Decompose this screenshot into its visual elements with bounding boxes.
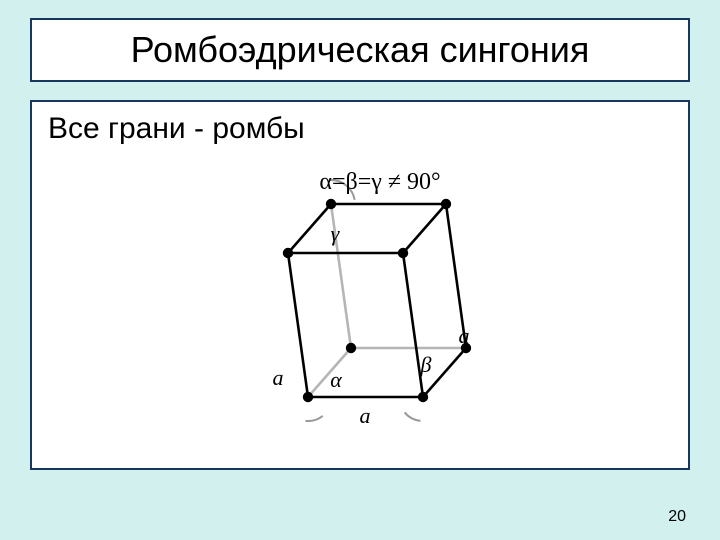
title-text: Ромбоэдрическая сингония (131, 29, 590, 71)
page-number: 20 (668, 508, 686, 526)
slide: Ромбоэдрическая сингония Все грани - ром… (0, 0, 720, 540)
svg-text:a: a (360, 403, 371, 428)
body-subtitle: Все грани - ромбы (48, 112, 672, 146)
svg-text:α=β=γ ≠ 90°: α=β=γ ≠ 90° (319, 169, 440, 195)
svg-text:γ: γ (331, 221, 341, 246)
svg-text:β: β (420, 352, 432, 377)
body-box: Все грани - ромбы α=β=γ ≠ 90°aaaαβγ (30, 100, 690, 470)
title-box: Ромбоэдрическая сингония (30, 18, 690, 82)
diagram-container: α=β=γ ≠ 90°aaaαβγ (32, 152, 688, 458)
svg-text:α: α (330, 367, 342, 392)
svg-text:a: a (273, 365, 284, 390)
svg-text:a: a (459, 323, 470, 348)
rhombohedron-diagram: α=β=γ ≠ 90°aaaαβγ (210, 165, 510, 445)
